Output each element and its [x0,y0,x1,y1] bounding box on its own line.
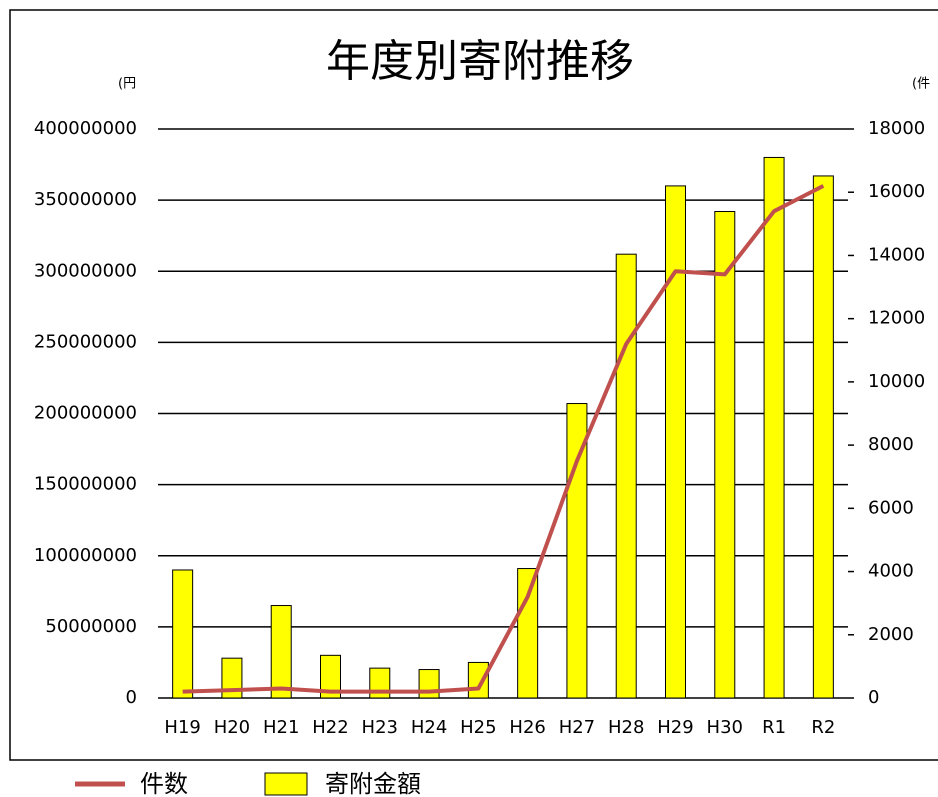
bar [320,654,341,699]
bar [665,185,686,699]
legend-label: 件数 [140,770,188,797]
x-tick-label: H26 [509,717,545,738]
bar [418,669,440,699]
x-tick-label: H22 [312,717,348,738]
x-tick-label: H23 [362,717,398,738]
chart-title: 年度別寄附推移 [326,36,634,87]
x-tick-label: H29 [657,717,693,738]
bar [270,605,292,699]
y-tick-label: 300000000 [34,260,137,281]
y-tick-label: 100000000 [34,545,137,566]
x-tick-label: H28 [608,717,644,738]
y2-tick-label: 6000 [868,497,914,518]
x-tick-label: H30 [707,717,743,738]
bar [172,569,194,699]
y2-tick-label: 2000 [868,624,914,645]
y-tick-label: 250000000 [34,331,137,352]
bar [467,661,489,699]
y2-tick-label: 14000 [868,244,925,265]
y2-tick-label: 16000 [868,181,925,202]
y2-axis-label: (件 [912,77,930,92]
x-tick-label: H25 [460,717,496,738]
y2-tick-label: 12000 [868,308,925,329]
x-tick-label: H21 [263,717,299,738]
y-tick-label: 0 [126,687,137,708]
y2-tick-label: 0 [868,687,879,708]
y-tick-label: 150000000 [34,474,137,495]
x-tick-label: H20 [214,717,250,738]
x-tick-label: H27 [559,717,595,738]
legend-swatch [264,772,308,796]
y-tick-label: 400000000 [34,118,137,139]
y2-tick-label: 8000 [868,434,914,455]
bar [714,211,736,699]
x-tick-label: H24 [411,717,447,738]
y-tick-label: 350000000 [34,189,137,210]
bar [763,156,785,699]
chart-border [9,9,938,761]
y2-tick-label: 10000 [868,371,925,392]
x-tick-label: R2 [811,717,835,738]
y-tick-label: 200000000 [34,403,137,424]
y2-tick-label: 18000 [868,118,925,139]
bar [812,175,834,699]
y-axis-label: (円 [118,77,136,92]
x-tick-label: R1 [762,717,786,738]
y-tick-label: 50000000 [45,616,137,637]
y2-tick-label: 4000 [868,561,914,582]
bar [615,253,637,699]
line [182,184,825,694]
x-tick-label: H19 [164,717,200,738]
legend-label: 寄附金額 [325,770,421,797]
bar [517,568,539,699]
